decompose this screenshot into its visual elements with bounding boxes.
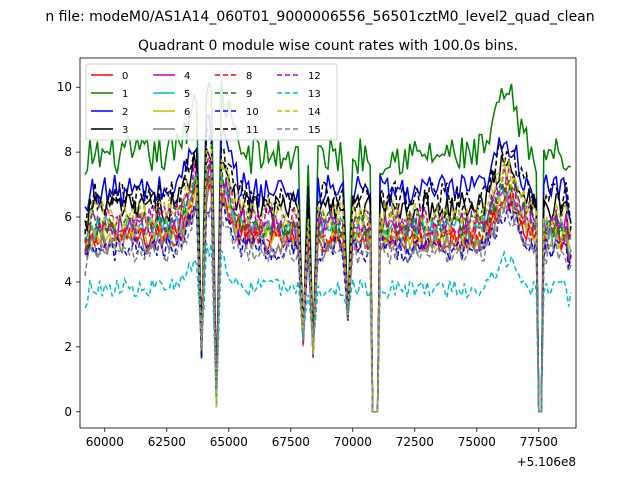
legend-label-9: 9 (246, 89, 252, 100)
chart-title: Quadrant 0 module wise count rates with … (138, 38, 518, 54)
legend-label-15: 15 (308, 125, 321, 136)
y-tick-label: 4 (64, 275, 72, 289)
series-line-1 (84, 80, 572, 413)
plot-frame (79, 57, 577, 429)
legend-label-14: 14 (308, 107, 321, 118)
y-tick-label: 10 (57, 80, 72, 94)
legend-label-12: 12 (308, 71, 321, 82)
x-offset-label: +5.106e8 (517, 455, 576, 469)
legend-label-6: 6 (184, 107, 190, 118)
y-tick-label: 6 (64, 210, 72, 224)
legend-label-8: 8 (246, 71, 252, 82)
legend-label-0: 0 (122, 71, 128, 82)
legend-label-2: 2 (122, 107, 128, 118)
x-tick-label: 65000 (210, 435, 248, 449)
legend-box (85, 63, 338, 141)
axis-layer: 60000 62500 65000 67500 70000 72500 75000 77500… (57, 80, 558, 449)
legend-label-13: 13 (308, 89, 321, 100)
x-tick-label: 70000 (334, 435, 372, 449)
series-line-15 (84, 199, 572, 413)
legend-label-10: 10 (246, 107, 259, 118)
y-tick-label: 2 (64, 340, 72, 354)
series-line-8 (84, 174, 572, 413)
series-line-9 (84, 161, 572, 413)
legend-label-4: 4 (184, 71, 190, 82)
x-tick-label: 60000 (86, 435, 124, 449)
legend-label-7: 7 (184, 125, 190, 136)
y-tick-label: 0 (64, 405, 72, 419)
x-tick-label: 62500 (148, 435, 186, 449)
x-tick-label: 72500 (396, 435, 434, 449)
series-line-2 (84, 114, 572, 413)
x-tick-label: 75000 (458, 435, 496, 449)
figure-suptitle: n file: modeM0/AS1A14_060T01_9000006556_… (45, 9, 594, 25)
legend-label-5: 5 (184, 89, 190, 100)
legend-label-1: 1 (122, 89, 128, 100)
legend-label-3: 3 (122, 125, 128, 136)
x-tick-label: 77500 (520, 435, 558, 449)
y-tick-label: 8 (64, 145, 72, 159)
legend-label-11: 11 (246, 125, 259, 136)
series-line-11 (84, 128, 572, 413)
series-line-14 (84, 144, 572, 413)
series-line-13 (84, 242, 572, 413)
x-tick-label: 67500 (272, 435, 310, 449)
series-line-6 (84, 178, 572, 413)
series-layer (84, 80, 572, 413)
